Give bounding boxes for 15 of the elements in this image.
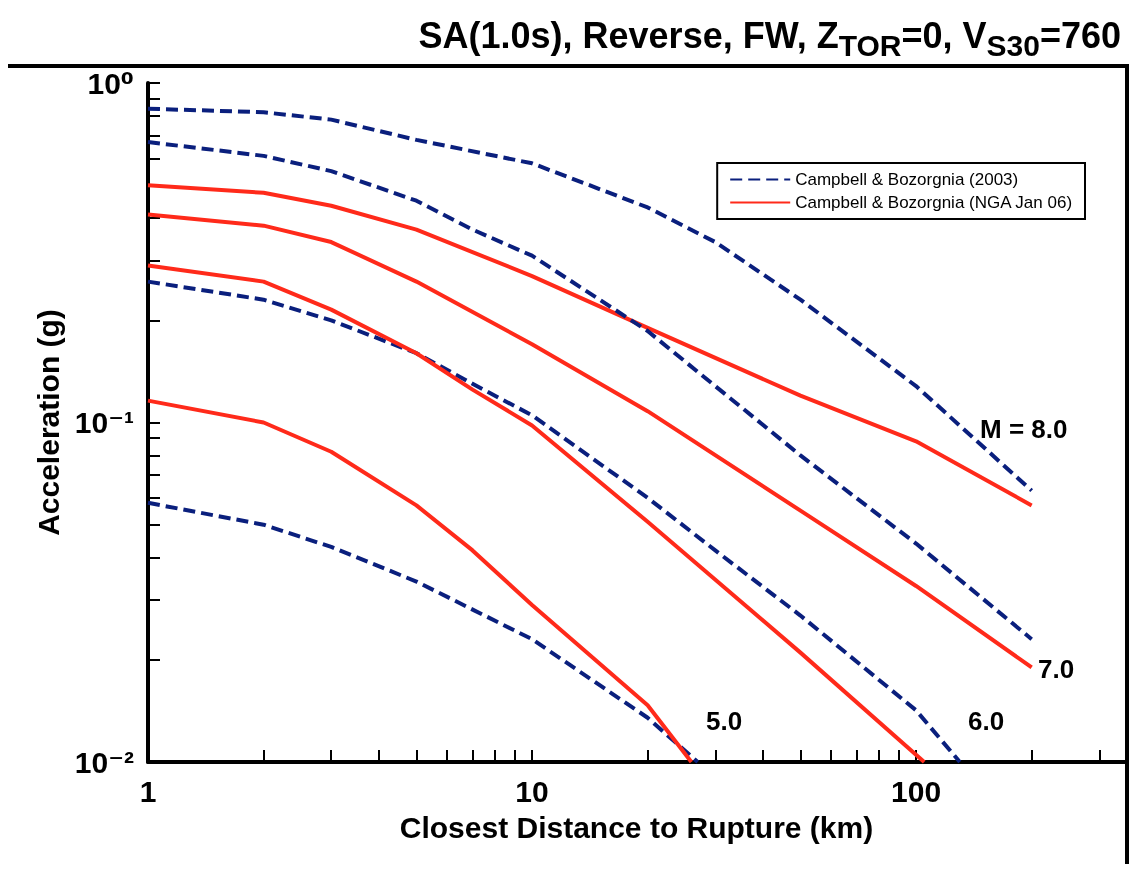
x-tick-label: 1	[139, 774, 157, 808]
legend-label: Campbell & Bozorgnia (NGA Jan 06)	[795, 193, 1073, 212]
chart-title: SA(1.0s), Reverse, FW, Z$_{TOR}$=0, V$_{S30}$=760	[417, 14, 1122, 64]
y-tick-label: 10⁰	[87, 66, 134, 100]
annotation: 6.0	[968, 706, 1005, 736]
annotation: M = 8.0	[980, 414, 1068, 444]
legend-label: Campbell & Bozorgnia (2003)	[795, 170, 1019, 189]
annotation: 5.0	[706, 706, 743, 736]
x-tick-label: 10	[515, 774, 549, 808]
annotation: 7.0	[1038, 654, 1075, 684]
x-tick-label: 100	[891, 774, 942, 808]
y-tick-label: 10⁻²	[74, 745, 134, 779]
y-axis-title: Acceleration (g)	[32, 309, 66, 536]
x-axis-title: Closest Distance to Rupture (km)	[399, 810, 874, 844]
y-tick-label: 10⁻¹	[74, 406, 134, 439]
